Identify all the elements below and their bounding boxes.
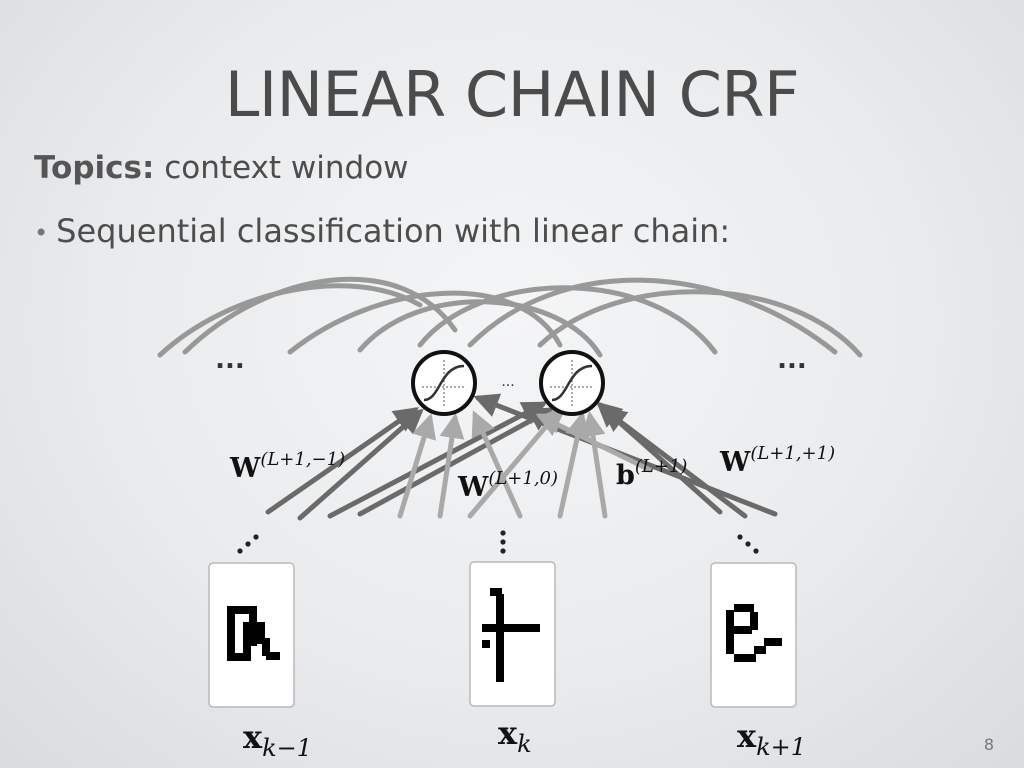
input-label-next: xk+1 [737, 717, 806, 761]
arrow [265, 407, 420, 515]
slide-number: 8 [983, 735, 994, 754]
dots-left [237, 534, 259, 554]
bullet-text: Sequential classification with linear ch… [56, 212, 731, 250]
ellipsis-right: ... [777, 345, 807, 375]
weight-left-label: W(L+1,−1) [229, 449, 345, 484]
weight-center-sup: (L+1,0) [488, 468, 558, 489]
input-curr-base: x [498, 714, 518, 752]
chain-arc [417, 285, 718, 355]
arrow [327, 401, 548, 519]
chain-arc [357, 299, 603, 358]
chain-node-right [539, 350, 605, 416]
arrow [596, 401, 723, 515]
arrow [357, 407, 555, 517]
weight-right-base: W [719, 447, 751, 478]
bias-sup: (L+1) [635, 456, 688, 477]
handwritten-glyph-icon [227, 606, 280, 661]
slide-title: LINEAR CHAIN CRF [224, 58, 800, 131]
weight-center-label: W(L+1,0) [457, 468, 558, 503]
ellipsis-middle: ... [501, 374, 514, 390]
input-arrows-light [397, 406, 653, 519]
chain-node-left [411, 350, 477, 416]
arrow [580, 411, 608, 519]
input-label-prev: xk−1 [243, 718, 312, 762]
input-card-prev [208, 562, 295, 708]
arrow [471, 410, 523, 519]
input-prev-base: x [243, 718, 263, 756]
weight-left-sup: (L+1,−1) [260, 449, 345, 470]
chain-arc [287, 290, 563, 355]
chain-arc [537, 289, 863, 358]
input-arrows-dark [265, 393, 778, 521]
bias-label: b(L+1) [616, 456, 687, 491]
bias-base: b [616, 460, 635, 491]
input-label-curr: xk [498, 714, 532, 758]
weight-right-label: W(L+1,+1) [719, 443, 835, 478]
input-prev-sub: k−1 [262, 734, 312, 762]
topics-label: Topics: [34, 150, 155, 186]
handwritten-glyph-icon [482, 588, 540, 682]
chain-arc [467, 277, 838, 355]
arrow [535, 413, 653, 473]
sigmoid-icon [551, 364, 593, 402]
weight-left-base: W [229, 453, 261, 484]
input-card-curr [469, 561, 556, 707]
input-curr-sub: k [517, 730, 532, 758]
topics-line: Topics: context window [34, 150, 409, 186]
chain-arc [182, 276, 458, 355]
topics-text: context window [164, 150, 409, 186]
chain-arcs [157, 276, 863, 358]
chain-arc [157, 283, 423, 358]
bullet-dot-icon: • [34, 219, 49, 247]
dots-right [737, 534, 759, 554]
input-next-sub: k+1 [756, 733, 806, 761]
ellipsis-left: ... [215, 345, 245, 375]
input-card-next [710, 562, 797, 708]
weight-right-sup: (L+1,+1) [750, 443, 835, 464]
handwritten-glyph-icon [726, 604, 782, 662]
weight-center-base: W [457, 472, 489, 503]
sigmoid-icon [423, 364, 465, 402]
arrow [397, 413, 437, 519]
input-next-base: x [737, 717, 757, 755]
dots-center [500, 530, 506, 554]
bullet-item: • Sequential classification with linear c… [34, 212, 730, 250]
arrow [437, 413, 465, 519]
